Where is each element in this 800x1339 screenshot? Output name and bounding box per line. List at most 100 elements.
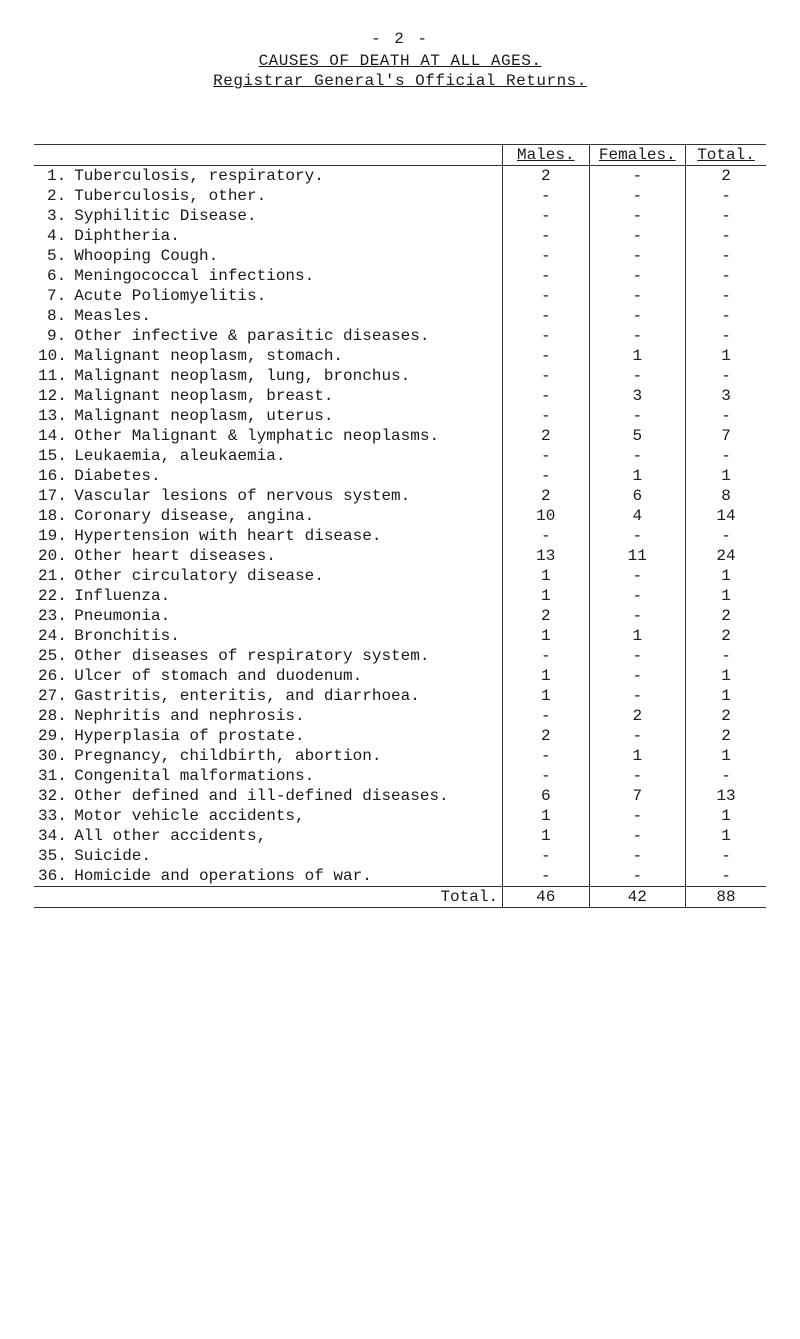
- row-label: Diabetes.: [70, 466, 502, 486]
- page: - 2 - CAUSES OF DEATH AT ALL AGES. Regis…: [0, 0, 800, 1339]
- cell-males: 1: [503, 626, 589, 646]
- table-row: 33.Motor vehicle accidents,1-1: [34, 806, 766, 826]
- row-number: 1.: [34, 166, 70, 187]
- cell-males: -: [503, 526, 589, 546]
- table-row: 19.Hypertension with heart disease.---: [34, 526, 766, 546]
- table-row: 28.Nephritis and nephrosis.-22: [34, 706, 766, 726]
- cell-males: -: [503, 366, 589, 386]
- row-number: 8.: [34, 306, 70, 326]
- table-row: 34.All other accidents,1-1: [34, 826, 766, 846]
- cell-females: 1: [589, 626, 686, 646]
- cell-females: -: [589, 606, 686, 626]
- page-number: - 2 -: [34, 30, 766, 48]
- total-label: Total.: [70, 887, 502, 908]
- hdr-blank: [70, 145, 502, 166]
- cell-total: -: [686, 366, 766, 386]
- row-label: Leukaemia, aleukaemia.: [70, 446, 502, 466]
- row-number: 10.: [34, 346, 70, 366]
- cell-total: 1: [686, 806, 766, 826]
- cell-females: -: [589, 286, 686, 306]
- row-number: 7.: [34, 286, 70, 306]
- row-label: Other defined and ill-defined diseases.: [70, 786, 502, 806]
- table-row: 15.Leukaemia, aleukaemia.---: [34, 446, 766, 466]
- cell-total: -: [686, 406, 766, 426]
- cell-males: 2: [503, 166, 589, 187]
- cell-total: 1: [686, 586, 766, 606]
- row-number: 33.: [34, 806, 70, 826]
- cell-males: -: [503, 286, 589, 306]
- table-row: 22.Influenza.1-1: [34, 586, 766, 606]
- cell-males: 13: [503, 546, 589, 566]
- table-row: 6.Meningococcal infections.---: [34, 266, 766, 286]
- row-number: 24.: [34, 626, 70, 646]
- table-row: 25.Other diseases of respiratory system.…: [34, 646, 766, 666]
- row-number: 13.: [34, 406, 70, 426]
- cell-females: 6: [589, 486, 686, 506]
- row-label: Influenza.: [70, 586, 502, 606]
- cell-total: -: [686, 206, 766, 226]
- cell-total: 2: [686, 726, 766, 746]
- row-number: 6.: [34, 266, 70, 286]
- cell-females: 4: [589, 506, 686, 526]
- table-row: 31.Congenital malformations.---: [34, 766, 766, 786]
- cell-total: -: [686, 246, 766, 266]
- cell-males: 2: [503, 426, 589, 446]
- cell-males: 1: [503, 686, 589, 706]
- row-label: Acute Poliomyelitis.: [70, 286, 502, 306]
- row-number: 4.: [34, 226, 70, 246]
- cell-females: -: [589, 166, 686, 187]
- row-number: 2.: [34, 186, 70, 206]
- cell-total: -: [686, 846, 766, 866]
- row-label: Nephritis and nephrosis.: [70, 706, 502, 726]
- table-row: 12.Malignant neoplasm, breast.-33: [34, 386, 766, 406]
- col-header-females: Females.: [589, 145, 686, 166]
- table-row: 30.Pregnancy, childbirth, abortion.-11: [34, 746, 766, 766]
- row-number: 12.: [34, 386, 70, 406]
- cell-males: -: [503, 746, 589, 766]
- cell-females: -: [589, 246, 686, 266]
- table-row: 10.Malignant neoplasm, stomach.-11: [34, 346, 766, 366]
- cell-males: -: [503, 846, 589, 866]
- cell-males: -: [503, 246, 589, 266]
- row-label: Malignant neoplasm, uterus.: [70, 406, 502, 426]
- cell-total: -: [686, 306, 766, 326]
- row-number: 22.: [34, 586, 70, 606]
- cell-females: -: [589, 306, 686, 326]
- cell-females: -: [589, 806, 686, 826]
- cell-females: -: [589, 186, 686, 206]
- cell-females: -: [589, 866, 686, 887]
- row-label: Tuberculosis, respiratory.: [70, 166, 502, 187]
- cell-males: -: [503, 446, 589, 466]
- row-label: Malignant neoplasm, lung, bronchus.: [70, 366, 502, 386]
- cell-females: -: [589, 266, 686, 286]
- cell-females: -: [589, 646, 686, 666]
- col-header-males: Males.: [503, 145, 589, 166]
- cell-females: -: [589, 726, 686, 746]
- cell-total: 2: [686, 166, 766, 187]
- row-number: 34.: [34, 826, 70, 846]
- cell-males: -: [503, 866, 589, 887]
- cell-females: -: [589, 666, 686, 686]
- table-row: 29.Hyperplasia of prostate.2-2: [34, 726, 766, 746]
- table-row: 1.Tuberculosis, respiratory.2-2: [34, 166, 766, 187]
- table-row: 35.Suicide.---: [34, 846, 766, 866]
- total-blank: [34, 887, 70, 908]
- page-subtitle: Registrar General's Official Returns.: [34, 72, 766, 90]
- cell-total: 1: [686, 746, 766, 766]
- table-row: 27.Gastritis, enteritis, and diarrhoea.1…: [34, 686, 766, 706]
- hdr-blank: [34, 145, 70, 166]
- row-label: Malignant neoplasm, breast.: [70, 386, 502, 406]
- row-number: 35.: [34, 846, 70, 866]
- cell-total: 7: [686, 426, 766, 446]
- cell-total: 1: [686, 466, 766, 486]
- cell-females: 7: [589, 786, 686, 806]
- spacer: [34, 108, 766, 144]
- row-label: Whooping Cough.: [70, 246, 502, 266]
- cell-males: -: [503, 346, 589, 366]
- row-label: Hyperplasia of prostate.: [70, 726, 502, 746]
- row-label: Vascular lesions of nervous system.: [70, 486, 502, 506]
- cell-total: -: [686, 266, 766, 286]
- row-label: Other circulatory disease.: [70, 566, 502, 586]
- table-row: 26.Ulcer of stomach and duodenum.1-1: [34, 666, 766, 686]
- table-row: 3.Syphilitic Disease.---: [34, 206, 766, 226]
